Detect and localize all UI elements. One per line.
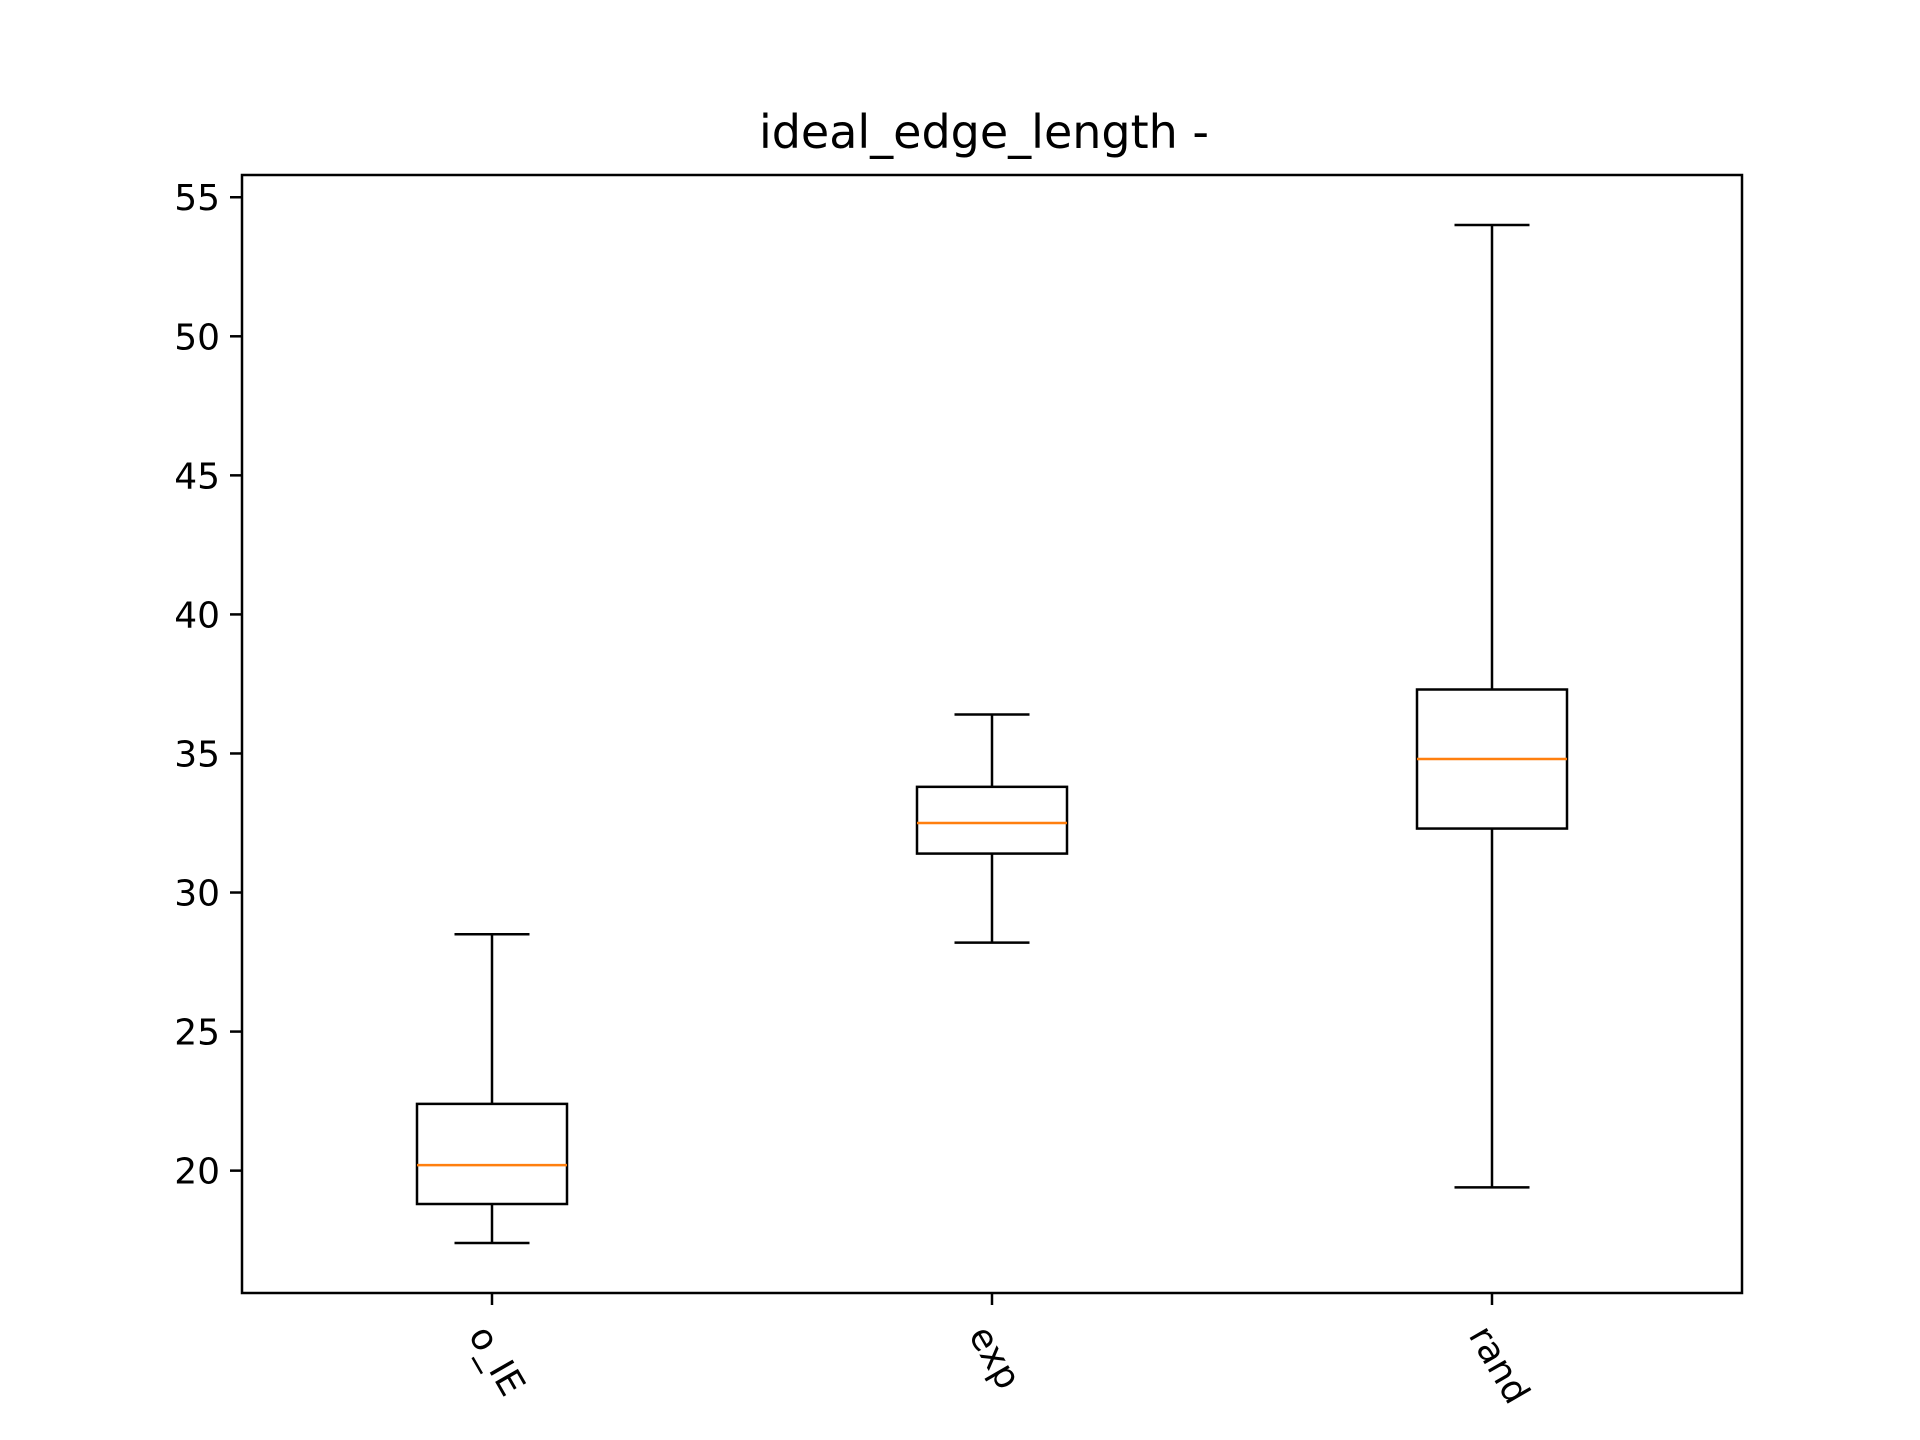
- y-tick-label: 30: [174, 874, 220, 915]
- x-tick-label: rand: [1460, 1319, 1537, 1411]
- y-tick-label: 45: [174, 456, 220, 497]
- y-axis: 20 25 30 35 40 45 50 55: [174, 178, 242, 1193]
- plot-area-frame: [240, 173, 1744, 1295]
- y-tick-label: 50: [174, 317, 220, 358]
- y-tick-label: 25: [174, 1013, 220, 1054]
- boxes-group: [415, 223, 1569, 1245]
- chart-title: ideal_edge_length -: [759, 105, 1209, 159]
- box-exp: [915, 713, 1069, 944]
- x-axis: o_IE exp rand: [460, 1293, 1537, 1411]
- iqr-box: [915, 785, 1069, 855]
- box-o_IE: [415, 932, 569, 1245]
- y-tick-label: 55: [174, 178, 220, 219]
- y-tick-label: 40: [174, 595, 220, 636]
- y-tick-label: 35: [174, 734, 220, 775]
- y-tick-label: 20: [174, 1152, 220, 1193]
- x-tick-label: exp: [960, 1319, 1028, 1396]
- x-tick-label: o_IE: [460, 1319, 532, 1403]
- box-rand: [1415, 223, 1569, 1189]
- iqr-box: [415, 1102, 569, 1206]
